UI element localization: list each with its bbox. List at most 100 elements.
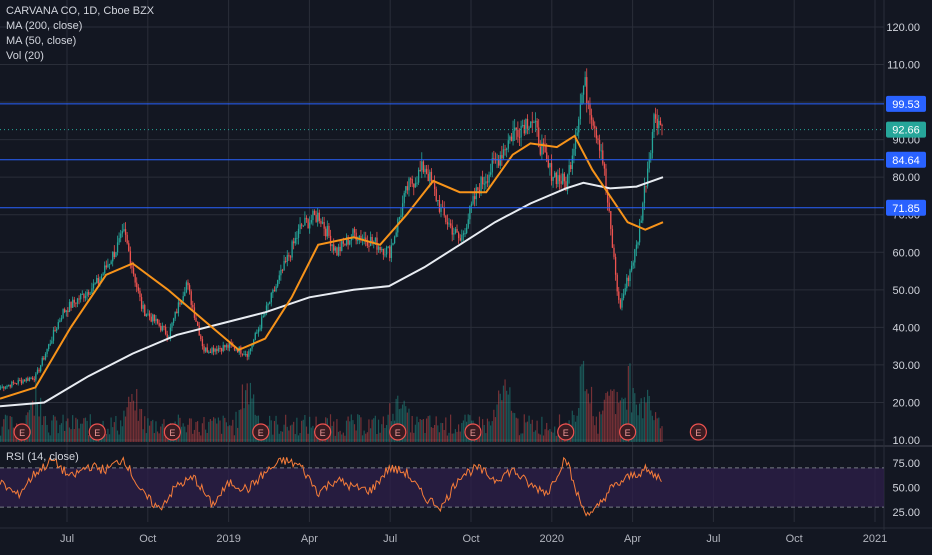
earnings-marker[interactable]: [464, 423, 482, 441]
candle-body: [393, 236, 396, 244]
volume-bar: [381, 424, 383, 442]
volume-bar: [224, 417, 226, 442]
candle-body: [11, 381, 13, 387]
volume-bar: [334, 435, 336, 442]
earnings-marker[interactable]: [689, 423, 707, 441]
symbol-title[interactable]: CARVANA CO, 1D, Cboe BZX: [6, 5, 155, 17]
candle-body: [461, 234, 463, 241]
candle-body: [328, 225, 330, 236]
volume-bar: [245, 390, 247, 442]
candle-body: [195, 317, 197, 322]
volume-bar: [70, 429, 72, 442]
ma50-legend[interactable]: MA (50, close): [6, 35, 77, 47]
candle-body: [196, 321, 199, 326]
candle-body: [78, 298, 80, 300]
volume-bar: [182, 423, 184, 442]
volume-bar: [237, 427, 239, 442]
candle-body: [448, 223, 450, 225]
volume-bar: [285, 414, 287, 442]
volume-bar: [571, 410, 573, 442]
volume-bar: [339, 430, 341, 442]
volume-bar: [184, 426, 186, 442]
volume-bar: [616, 391, 618, 442]
volume-bar: [134, 410, 136, 442]
volume-bar: [490, 425, 492, 442]
candle-body: [1, 386, 3, 388]
candle-body: [594, 125, 596, 128]
candle-body: [123, 229, 125, 232]
volume-bar: [443, 430, 445, 442]
candle-body: [280, 269, 282, 276]
candle-body: [381, 248, 383, 251]
candle-body: [115, 252, 117, 257]
candle-body: [134, 274, 136, 283]
candle-body: [334, 247, 337, 251]
volume-bar: [603, 399, 605, 442]
volume-bar: [243, 408, 245, 442]
candle-body: [113, 251, 116, 257]
volume-bar: [299, 432, 301, 442]
candle-body: [634, 249, 636, 263]
ma200-legend[interactable]: MA (200, close): [6, 20, 83, 32]
candle-body: [510, 136, 513, 142]
candle-body: [43, 357, 45, 360]
volume-bar: [512, 412, 514, 442]
candle-body: [92, 283, 95, 289]
earnings-marker[interactable]: [13, 423, 31, 441]
volume-bar: [195, 421, 197, 442]
volume-bar: [40, 397, 42, 442]
volume-bar: [44, 415, 47, 442]
candle-body: [619, 299, 622, 308]
volume-bar: [461, 423, 463, 442]
volume-bar: [622, 399, 625, 442]
candle-body: [285, 260, 287, 262]
volume-bar: [518, 435, 521, 442]
candle-body: [241, 353, 244, 355]
level-price-tag: [886, 95, 926, 112]
candle-body: [581, 94, 583, 105]
earnings-marker[interactable]: [389, 423, 407, 441]
candle-body: [528, 127, 530, 129]
candle-body: [610, 211, 612, 229]
volume-bar: [84, 417, 87, 442]
candle-body: [142, 305, 144, 309]
volume-bar: [531, 419, 533, 442]
volume-bar: [349, 421, 351, 442]
candle-body: [281, 269, 284, 271]
candle-body: [400, 215, 402, 218]
candle-body: [235, 349, 237, 351]
volume-bar: [379, 432, 381, 442]
candle-body: [227, 344, 229, 348]
candle-body: [433, 183, 436, 190]
volume-bar: [209, 419, 211, 442]
volume-bar: [526, 421, 529, 442]
candle-body: [640, 220, 642, 223]
candle-body: [171, 322, 173, 328]
volume-bar: [504, 379, 506, 442]
volume-bar: [201, 423, 203, 442]
earnings-marker[interactable]: [557, 423, 575, 441]
volume-bar: [360, 417, 362, 442]
volume-bar: [296, 417, 298, 442]
earnings-marker[interactable]: [314, 423, 332, 441]
y-axis-label: 60.00: [892, 247, 920, 259]
volume-legend[interactable]: Vol (20): [6, 50, 44, 62]
candle-body: [158, 323, 160, 326]
earnings-marker[interactable]: [163, 423, 181, 441]
volume-bar: [293, 421, 295, 442]
y-axis-label: 80.00: [892, 172, 920, 184]
rsi-band: [0, 467, 884, 508]
candle-body: [573, 148, 575, 156]
volume-bar: [0, 435, 2, 442]
candle-body: [550, 163, 553, 181]
candle-body: [435, 189, 437, 201]
volume-bar: [557, 435, 559, 442]
earnings-marker[interactable]: [619, 423, 637, 441]
rsi-legend[interactable]: RSI (14, close): [6, 451, 79, 463]
candle-body: [81, 293, 83, 295]
candle-body: [365, 237, 367, 241]
volume-bar: [534, 430, 537, 442]
earnings-marker[interactable]: [252, 423, 270, 441]
earnings-marker[interactable]: [88, 423, 106, 441]
